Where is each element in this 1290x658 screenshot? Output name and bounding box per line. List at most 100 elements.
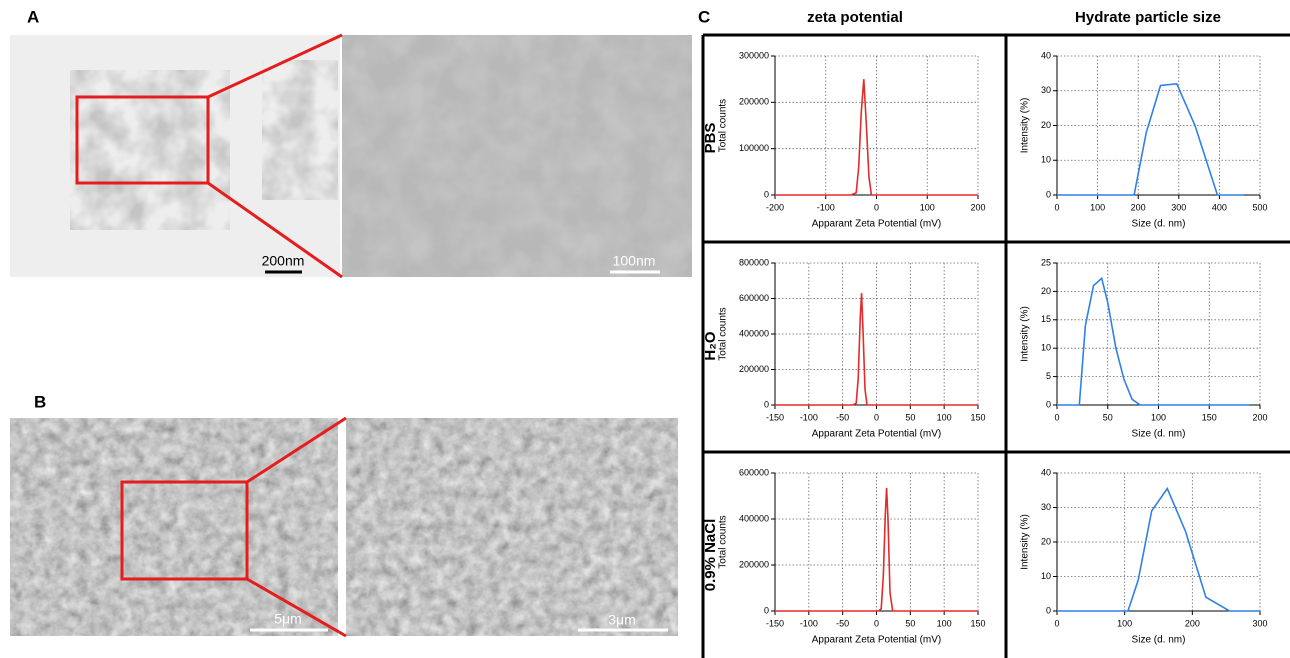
x-tick-label: 200 [1252, 412, 1267, 422]
zoom-box [120, 480, 249, 581]
data-line [775, 487, 978, 612]
y-tick-label: 0 [1046, 189, 1051, 199]
y-axis-label: Intensity (%) [1020, 306, 1031, 362]
y-tick-label: 20 [1041, 120, 1051, 130]
zoom-line [207, 181, 343, 279]
data-line [1057, 276, 1250, 406]
row-label: PBS [702, 123, 719, 154]
y-tick-label: 20 [1041, 286, 1051, 296]
row-label: H₂O [702, 331, 719, 360]
x-tick-label: 100 [920, 202, 935, 212]
y-axis-label: Total counts [718, 99, 729, 152]
data-line [1057, 486, 1260, 612]
x-tick-label: 300 [1252, 618, 1267, 628]
y-tick-label: 400000 [739, 513, 769, 523]
y-tick-label: 15 [1041, 314, 1051, 324]
y-tick-label: 40 [1041, 50, 1051, 60]
x-tick-label: 0 [874, 618, 879, 628]
x-tick-label: 300 [1171, 202, 1186, 212]
data-line [1057, 82, 1244, 196]
zoom-box [75, 95, 210, 185]
y-tick-label: 200000 [739, 97, 769, 107]
panel-frame [701, 33, 1290, 658]
y-axis-label: Total counts [718, 515, 729, 568]
x-tick-label: 100 [1090, 202, 1105, 212]
y-tick-label: 30 [1041, 502, 1051, 512]
x-axis-label: Size (d. nm) [1132, 219, 1186, 230]
x-tick-label: 50 [905, 618, 915, 628]
x-axis-label: Size (d. nm) [1132, 635, 1186, 646]
y-tick-label: 0 [1046, 399, 1051, 409]
y-tick-label: 200000 [739, 559, 769, 569]
x-tick-label: 100 [1151, 412, 1166, 422]
panel-label: A [27, 7, 39, 26]
y-tick-label: 10 [1041, 155, 1051, 165]
y-axis-label: Intensity (%) [1020, 514, 1031, 570]
x-axis-label: Size (d. nm) [1132, 429, 1186, 440]
x-tick-label: 200 [1185, 618, 1200, 628]
zoom-line [207, 33, 343, 99]
x-tick-label: -100 [800, 412, 818, 422]
y-tick-label: 5 [1046, 371, 1051, 381]
y-tick-label: 0 [1046, 605, 1051, 615]
data-line [775, 79, 978, 196]
tem-particle [70, 70, 230, 230]
row-label: 0.9% NaCl [702, 519, 719, 592]
sem-image [346, 418, 678, 636]
y-tick-label: 0 [764, 189, 769, 199]
tem-particle [262, 60, 338, 200]
x-tick-label: 100 [937, 412, 952, 422]
x-tick-label: 200 [1131, 202, 1146, 212]
x-tick-label: 150 [970, 412, 985, 422]
x-tick-label: -50 [836, 412, 849, 422]
x-tick-label: 100 [937, 618, 952, 628]
column-header: Hydrate particle size [1075, 9, 1221, 26]
y-tick-label: 300000 [739, 50, 769, 60]
x-tick-label: 0 [874, 202, 879, 212]
y-tick-label: 20 [1041, 536, 1051, 546]
panel-label: C [698, 7, 710, 26]
y-tick-label: 10 [1041, 571, 1051, 581]
y-axis-label: Total counts [718, 307, 729, 360]
x-tick-label: 50 [905, 412, 915, 422]
y-tick-label: 600000 [739, 467, 769, 477]
x-axis-label: Apparant Zeta Potential (mV) [812, 219, 942, 230]
scale-label: 200nm [262, 253, 305, 269]
x-tick-label: -150 [766, 618, 784, 628]
y-tick-label: 10 [1041, 343, 1051, 353]
x-tick-label: 150 [1202, 412, 1217, 422]
y-tick-label: 200000 [739, 364, 769, 374]
zoom-line [246, 577, 347, 638]
scale-label: 3μm [608, 612, 636, 628]
x-tick-label: 500 [1252, 202, 1267, 212]
data-line [775, 293, 978, 406]
scale-label: 5μm [274, 611, 302, 627]
x-axis-label: Apparant Zeta Potential (mV) [812, 635, 942, 646]
x-tick-label: -100 [817, 202, 835, 212]
zoom-line [246, 416, 347, 484]
x-tick-label: 0 [874, 412, 879, 422]
x-tick-label: -50 [836, 618, 849, 628]
y-axis-label: Intensity (%) [1020, 98, 1031, 154]
panel-label: B [34, 392, 46, 411]
column-header: zeta potential [807, 9, 903, 26]
tem-texture [342, 35, 692, 277]
y-tick-label: 30 [1041, 85, 1051, 95]
x-tick-label: 100 [1117, 618, 1132, 628]
y-tick-label: 0 [764, 399, 769, 409]
y-tick-label: 100000 [739, 143, 769, 153]
y-tick-label: 0 [764, 605, 769, 615]
x-tick-label: -150 [766, 412, 784, 422]
x-tick-label: 50 [1103, 412, 1113, 422]
x-tick-label: 0 [1054, 202, 1059, 212]
x-tick-label: 0 [1054, 618, 1059, 628]
y-tick-label: 600000 [739, 293, 769, 303]
x-tick-label: -200 [766, 202, 784, 212]
x-tick-label: 0 [1054, 412, 1059, 422]
x-tick-label: -100 [800, 618, 818, 628]
y-tick-label: 40 [1041, 467, 1051, 477]
x-tick-label: 150 [970, 618, 985, 628]
x-axis-label: Apparant Zeta Potential (mV) [812, 429, 942, 440]
